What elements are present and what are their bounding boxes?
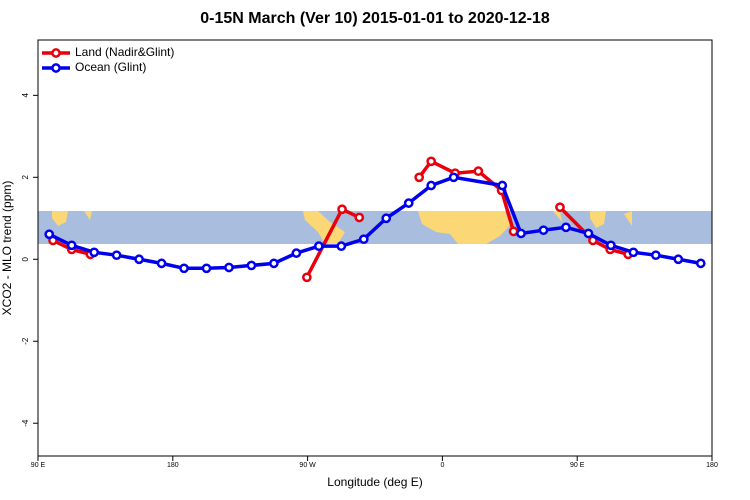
series (44, 172, 706, 274)
data-point (561, 222, 571, 233)
data-point (111, 250, 122, 261)
data-point (224, 262, 234, 273)
legend-marker (51, 48, 61, 58)
legend-label: Ocean (Glint) (75, 60, 146, 74)
data-point (291, 248, 302, 258)
y-tick-label: -2 (21, 337, 30, 345)
data-point (358, 234, 369, 245)
data-point (337, 204, 347, 215)
data-point (156, 258, 167, 269)
land-shape (590, 211, 606, 228)
data-point (354, 212, 365, 223)
data-point (650, 250, 661, 261)
data-point (201, 263, 212, 274)
x-axis-label: Longitude (deg E) (327, 475, 422, 489)
data-point (508, 226, 519, 237)
data-point (336, 241, 347, 252)
data-point (89, 247, 100, 258)
data-point (516, 228, 526, 239)
plot-frame (37, 39, 713, 457)
data-point (403, 198, 414, 208)
land-shape (624, 211, 632, 226)
x-tick-label: 90 E (570, 462, 585, 469)
y-tick-label: 2 (21, 175, 30, 180)
x-tick-label: 0 (440, 462, 444, 469)
data-point (44, 229, 55, 240)
data-point (426, 156, 437, 167)
data-point (302, 272, 312, 283)
y-tick-label: 4 (21, 93, 30, 98)
data-point (448, 172, 459, 183)
x-tick-label: 90 E (31, 462, 46, 469)
legend-label: Land (Nadir&Glint) (75, 45, 174, 59)
data-point (269, 258, 279, 269)
data-point (313, 241, 324, 252)
chart-title: 0-15N March (Ver 10) 2015-01-01 to 2020-… (200, 10, 550, 27)
data-point (673, 254, 684, 265)
y-axis-label: XCO2 - MLO trend (ppm) (0, 181, 14, 316)
x-tick-label: 180 (706, 462, 718, 469)
data-point (695, 258, 706, 269)
legend-marker (51, 63, 61, 73)
data-point (134, 254, 144, 265)
data-point (583, 228, 594, 239)
map-band (38, 211, 712, 244)
y-tick-label: -4 (21, 419, 30, 427)
land-shape (84, 211, 92, 220)
data-point (555, 202, 565, 213)
x-tick-label: 180 (167, 462, 179, 469)
land-shape (553, 211, 562, 222)
land-shape (303, 211, 345, 244)
data-point (381, 213, 392, 224)
land-shape (52, 211, 68, 226)
data-point (66, 240, 77, 251)
data-point (414, 172, 425, 183)
data-point (628, 247, 639, 258)
x-tick-label: 90 W (299, 462, 316, 469)
data-point (606, 240, 616, 251)
data-point (473, 166, 484, 177)
data-point (246, 260, 257, 271)
data-point (179, 263, 189, 274)
data-point (538, 225, 549, 236)
data-point (426, 180, 437, 191)
data-point (497, 180, 508, 191)
land-shape (418, 211, 510, 244)
y-tick-label: 0 (21, 256, 30, 261)
